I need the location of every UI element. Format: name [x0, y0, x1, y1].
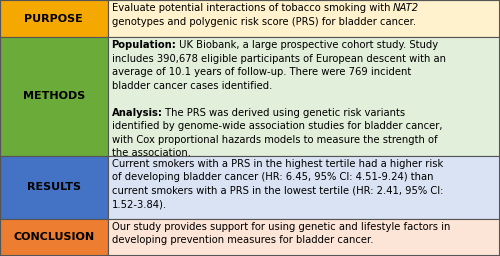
Text: with Cox proportional hazards models to measure the strength of: with Cox proportional hazards models to …: [112, 135, 437, 145]
Text: CONCLUSION: CONCLUSION: [13, 232, 94, 242]
Text: of developing bladder cancer (HR: 6.45, 95% CI: 4.51-9.24) than: of developing bladder cancer (HR: 6.45, …: [112, 172, 433, 182]
Bar: [0, 219, 108, 256]
Text: NAT2: NAT2: [393, 3, 419, 13]
Text: bladder cancer cases identified.: bladder cancer cases identified.: [112, 81, 272, 91]
Text: Our study provides support for using genetic and lifestyle factors in: Our study provides support for using gen…: [112, 222, 450, 232]
Bar: [108, 156, 500, 219]
Bar: [0, 156, 108, 219]
Bar: [108, 219, 500, 256]
Text: genotypes and polygenic risk score (PRS) for bladder cancer.: genotypes and polygenic risk score (PRS)…: [112, 17, 416, 27]
Text: METHODS: METHODS: [22, 91, 85, 101]
Text: Analysis:: Analysis:: [112, 108, 162, 118]
Text: identified by genome-wide association studies for bladder cancer,: identified by genome-wide association st…: [112, 121, 442, 131]
Bar: [108, 0, 500, 37]
Text: PURPOSE: PURPOSE: [24, 14, 83, 24]
Bar: [108, 37, 500, 156]
Bar: [0, 37, 108, 156]
Bar: [0, 0, 108, 37]
Text: 1.52-3.84).: 1.52-3.84).: [112, 199, 166, 209]
Text: RESULTS: RESULTS: [27, 182, 81, 192]
Text: includes 390,678 eligible participants of European descent with an: includes 390,678 eligible participants o…: [112, 54, 446, 64]
Text: The PRS was derived using genetic risk variants: The PRS was derived using genetic risk v…: [162, 108, 406, 118]
Text: Population:: Population:: [112, 40, 176, 50]
Text: average of 10.1 years of follow-up. There were 769 incident: average of 10.1 years of follow-up. Ther…: [112, 67, 411, 77]
Text: current smokers with a PRS in the lowest tertile (HR: 2.41, 95% CI:: current smokers with a PRS in the lowest…: [112, 186, 443, 196]
Text: Current smokers with a PRS in the highest tertile had a higher risk: Current smokers with a PRS in the highes…: [112, 159, 443, 169]
Text: Evaluate potential interactions of tobacco smoking with: Evaluate potential interactions of tobac…: [112, 3, 393, 13]
Text: the association.: the association.: [112, 148, 190, 158]
Text: developing prevention measures for bladder cancer.: developing prevention measures for bladd…: [112, 236, 373, 246]
Text: UK Biobank, a large prospective cohort study. Study: UK Biobank, a large prospective cohort s…: [176, 40, 438, 50]
